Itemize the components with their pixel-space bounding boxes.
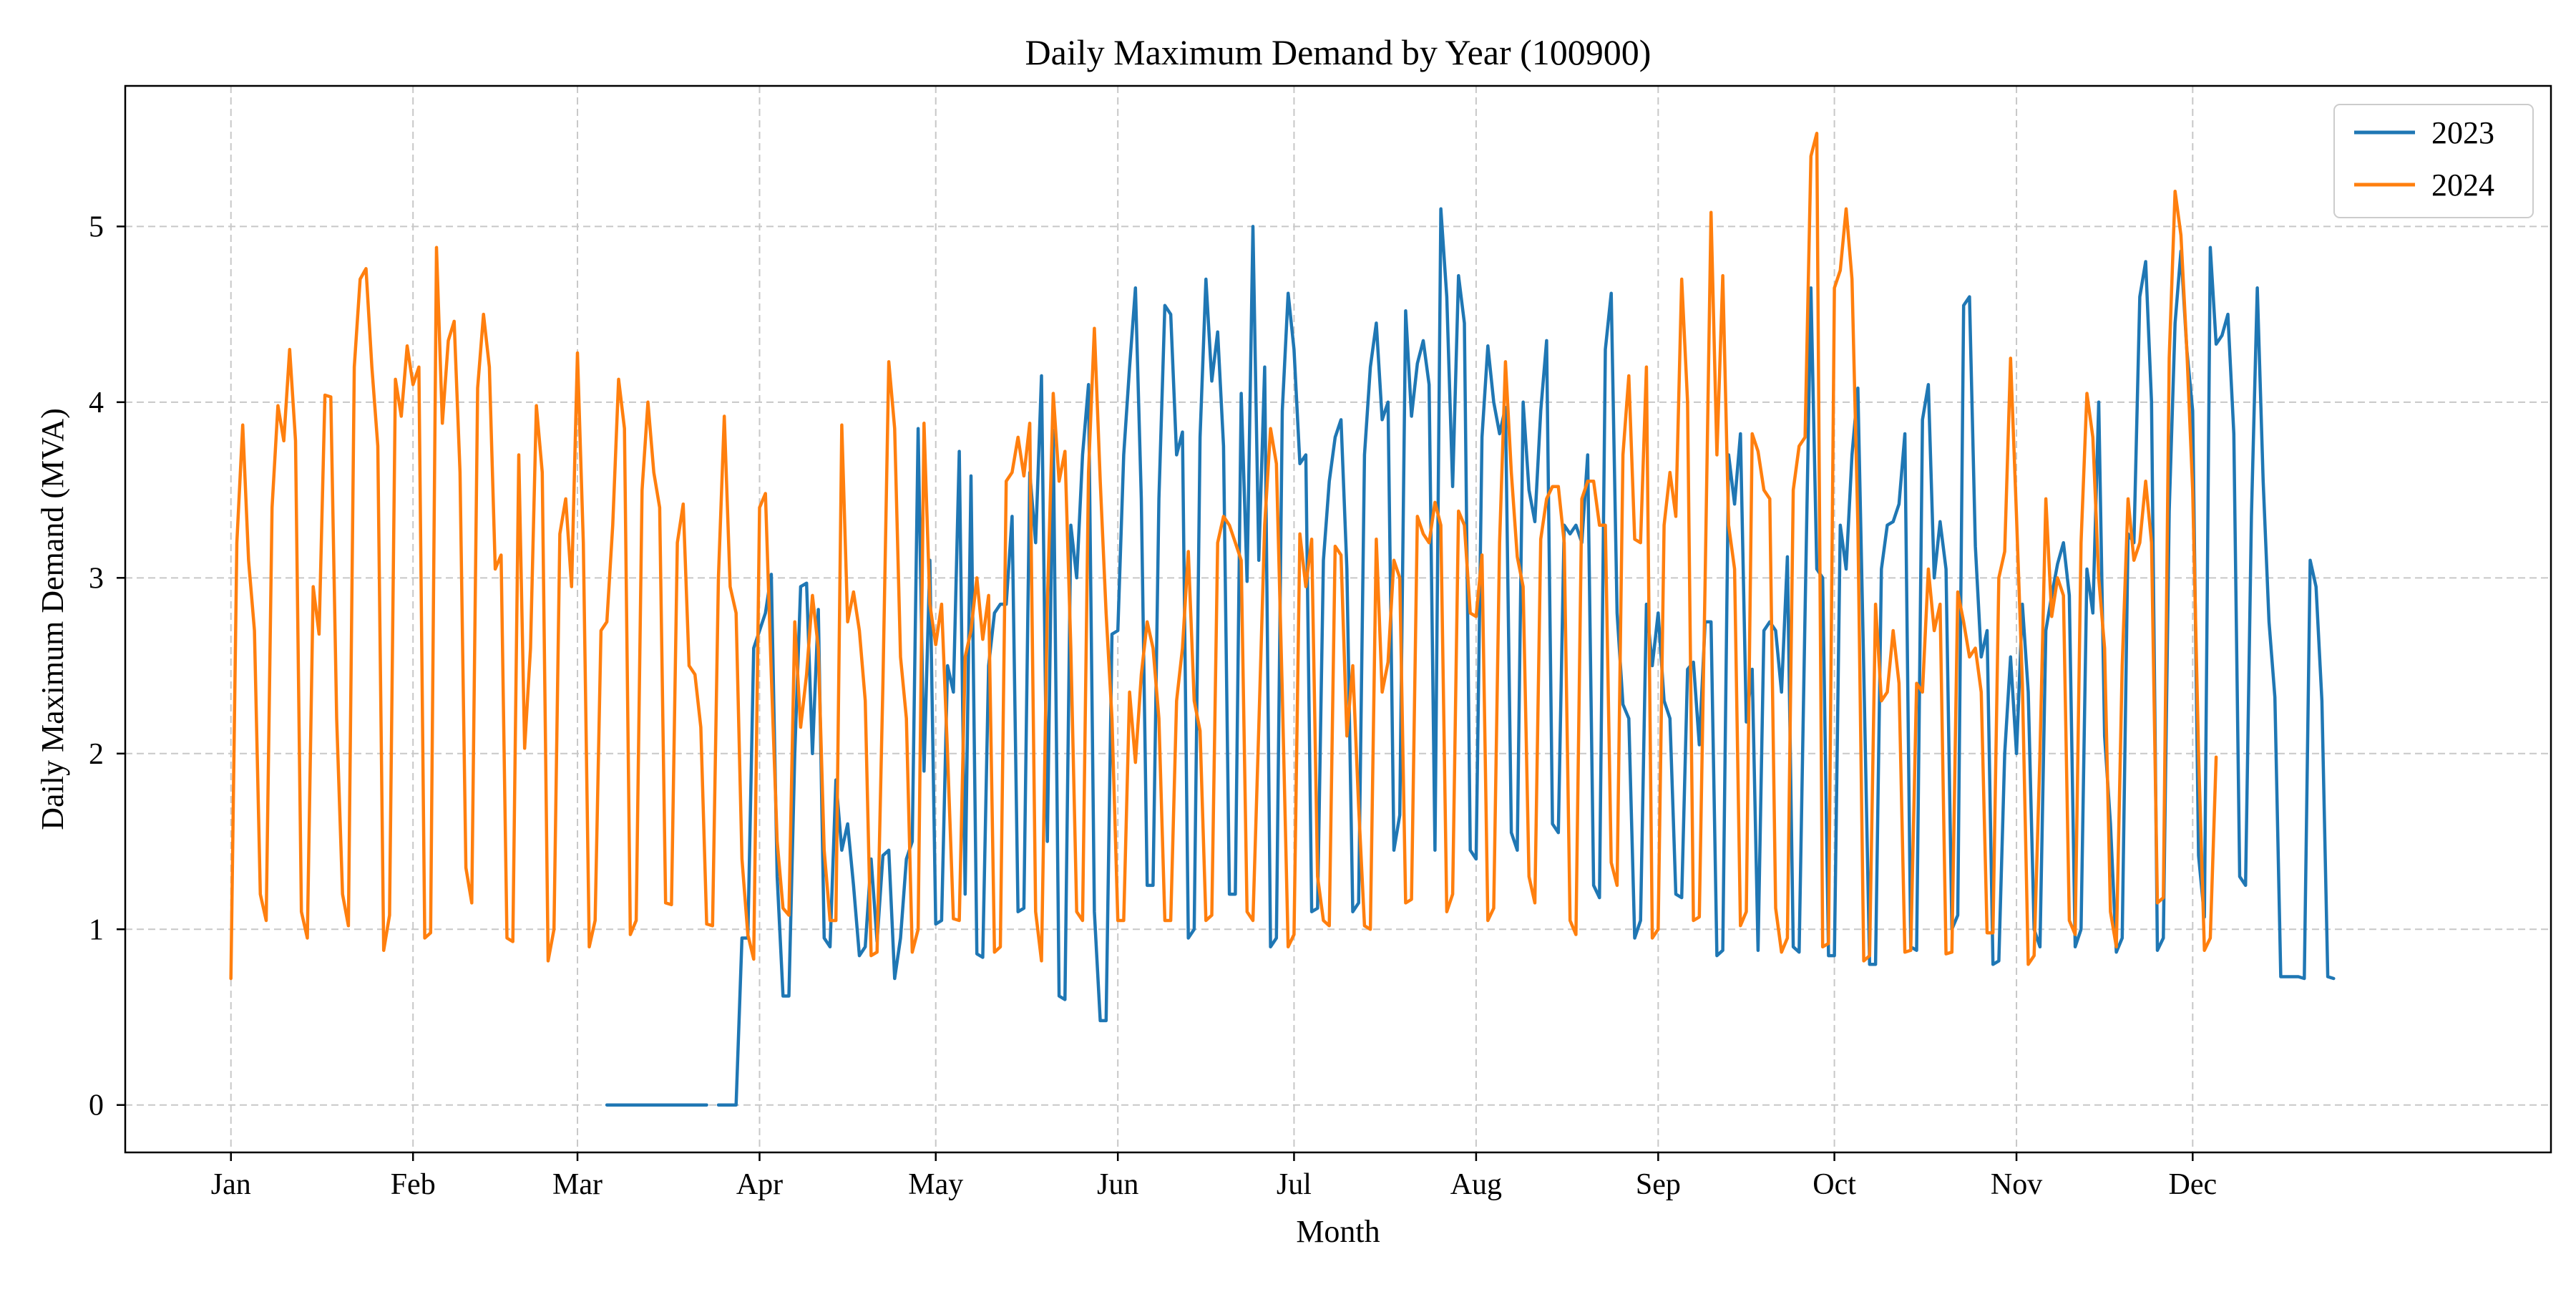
x-tick-label-oct: Oct (1813, 1168, 1856, 1201)
series-layer (229, 132, 2336, 1107)
tick-layer: Jan Feb Mar Apr May Jun Jul Aug Sep Oct Nov Dec 0 1 2 3… (89, 210, 2217, 1201)
chart-title: Daily Maximum Demand by Year (100900) (1025, 32, 1652, 72)
x-tick-label-apr: Apr (736, 1168, 783, 1201)
x-tick-label-dec: Dec (2168, 1168, 2217, 1201)
x-tick-label-mar: Mar (552, 1168, 602, 1201)
legend: 2023 2024 (2333, 104, 2534, 218)
y-axis-label: Daily Maximum Demand (MVA) (35, 408, 70, 830)
grid-layer (125, 86, 2551, 1152)
y-tick-label-2: 2 (89, 738, 104, 771)
x-axis-label: Month (1296, 1214, 1380, 1249)
x-tick-label-aug: Aug (1450, 1168, 1502, 1201)
legend-label-2024: 2024 (2431, 167, 2494, 203)
x-tick-label-jun: Jun (1097, 1168, 1138, 1201)
series-line-2023 (605, 207, 2336, 1107)
x-tick-label-sep: Sep (1636, 1168, 1681, 1201)
x-tick-label-jan: Jan (211, 1168, 251, 1201)
y-tick-label-4: 4 (89, 387, 104, 419)
x-tick-label-may: May (908, 1168, 963, 1201)
plot-frame (124, 84, 2552, 1154)
y-tick-label-5: 5 (89, 210, 104, 243)
y-tick-label-0: 0 (89, 1089, 104, 1122)
x-tick-label-jul: Jul (1277, 1168, 1312, 1201)
y-tick-label-1: 1 (89, 913, 104, 946)
legend-label-2023: 2023 (2431, 115, 2494, 150)
x-tick-label-feb: Feb (391, 1168, 436, 1201)
series-line-2024 (229, 132, 2218, 981)
x-tick-label-nov: Nov (1991, 1168, 2042, 1201)
y-tick-label-3: 3 (89, 562, 104, 595)
